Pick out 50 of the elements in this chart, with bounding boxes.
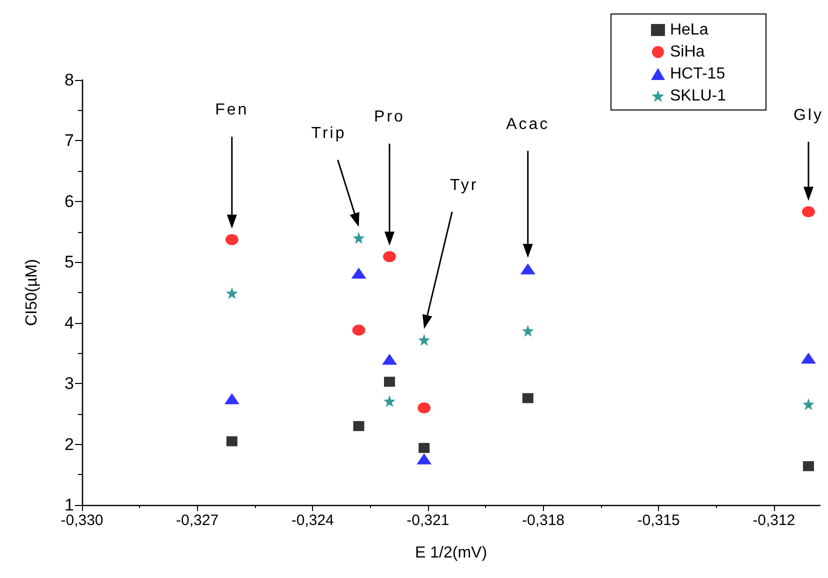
legend-label: SKLU-1 [670, 88, 726, 104]
y-tick-label: 6 [64, 192, 74, 211]
point [226, 436, 238, 446]
annotation: Fen [215, 102, 249, 119]
x-tick-label: -0,324 [291, 512, 334, 529]
point [225, 234, 238, 246]
point [384, 376, 395, 387]
annotation: Gly [793, 106, 824, 124]
point [802, 206, 815, 218]
x-tick-label: -0,327 [176, 512, 219, 529]
point [418, 442, 430, 453]
point [800, 352, 816, 364]
y-tick-label: 3 [64, 374, 74, 394]
y-tick-label: 1 [64, 496, 74, 514]
legend-label: SiHa [670, 44, 705, 60]
x-tick-label: -0,312 [752, 512, 796, 529]
point [226, 287, 238, 300]
annotation: Tyr [450, 176, 478, 194]
point [224, 393, 240, 404]
y-tick-label: 5 [64, 252, 74, 272]
point [522, 393, 534, 404]
x-tick-label: -0,321 [406, 512, 450, 529]
point [418, 402, 431, 414]
y-axis-title: CI50(µM) [24, 259, 40, 326]
point [802, 461, 814, 472]
x-tick-label: -0,330 [60, 512, 104, 529]
point [382, 354, 397, 365]
point [522, 324, 534, 337]
annotation: Trip [311, 124, 346, 142]
point [383, 251, 396, 262]
y-tick-label: 8 [64, 70, 74, 90]
point [353, 421, 364, 432]
x-tick-label: -0,318 [522, 512, 565, 529]
point [520, 263, 536, 274]
point [802, 398, 814, 410]
x-tick-label: -0,315 [637, 512, 680, 529]
annotation: Pro [374, 108, 405, 126]
annotation: Acac [506, 116, 550, 133]
point [351, 268, 366, 279]
y-tick-label: 2 [64, 434, 74, 454]
legend-label: HCT-15 [670, 66, 726, 82]
point [418, 334, 430, 346]
x-axis-title: E 1/2(mV) [414, 544, 488, 562]
point [352, 324, 366, 336]
point [384, 395, 396, 408]
y-tick-label: 7 [64, 131, 74, 150]
legend-label: HeLa [670, 22, 708, 38]
y-tick-label: 4 [64, 313, 74, 332]
point [416, 453, 432, 464]
point [352, 232, 365, 244]
